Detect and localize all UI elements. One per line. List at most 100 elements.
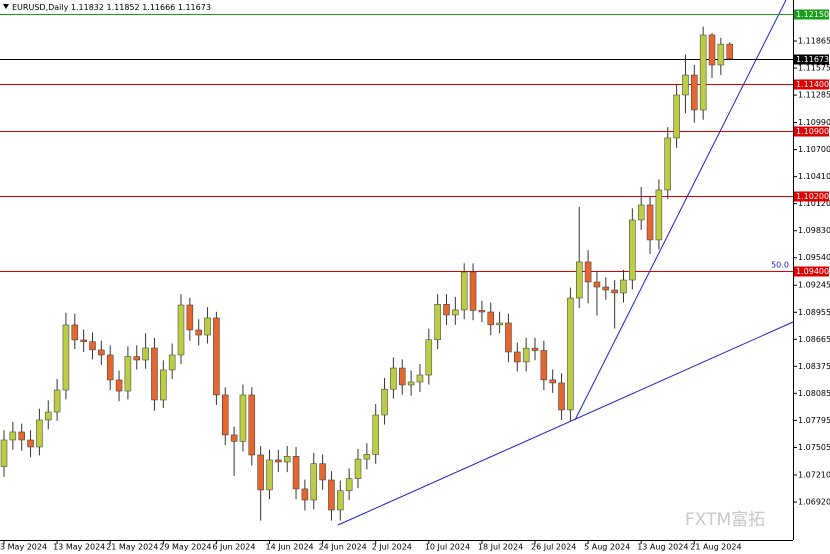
levels <box>0 14 793 272</box>
candle-body <box>637 204 645 221</box>
y-tick-label: 1.07795 <box>798 416 830 425</box>
candle-body <box>496 322 503 326</box>
candle-body <box>664 137 671 191</box>
candle-body <box>354 458 362 479</box>
level-label-box <box>794 191 829 202</box>
x-tick-label: 24 Jun 2024 <box>319 543 367 552</box>
candle-body <box>222 394 229 436</box>
candle-body <box>655 189 663 241</box>
candle-body <box>257 454 264 491</box>
level-label: 1.10900 <box>796 127 829 136</box>
candle-body <box>168 354 176 371</box>
candle-body <box>230 434 238 442</box>
candle-body <box>124 356 132 392</box>
x-tick-label: 26 Jul 2024 <box>531 543 576 552</box>
candle-body <box>186 304 194 331</box>
candle-body <box>36 419 43 448</box>
candle-body <box>239 394 247 442</box>
header: EURUSD,Daily 1.11832 1.11852 1.11666 1.1… <box>12 3 211 12</box>
candle-body <box>248 394 256 456</box>
candle-body <box>177 304 185 356</box>
candle-body <box>611 289 618 294</box>
x-tick-label: 29 May 2024 <box>159 543 211 552</box>
candle-body <box>505 322 512 353</box>
candle-body <box>434 304 441 341</box>
level-label: 1.10200 <box>796 192 829 201</box>
fib-annotation: 50.0 <box>771 261 789 270</box>
candle-body <box>567 297 574 411</box>
x-tick-label: 13 Aug 2024 <box>637 543 688 552</box>
candle-body <box>106 354 114 381</box>
candle-body <box>328 479 335 511</box>
candle-body <box>345 478 353 492</box>
y-tick-label: 1.09540 <box>798 253 830 262</box>
candle-body <box>115 379 123 392</box>
y-tick-label: 1.08085 <box>798 389 830 398</box>
candle-body <box>381 388 388 416</box>
level-label-box <box>794 126 829 137</box>
candle-body <box>646 204 654 241</box>
y-tick-label: 1.08375 <box>798 362 830 371</box>
candle-body <box>602 286 610 291</box>
x-tick-label: 5 Aug 2024 <box>584 543 630 552</box>
candle-body <box>9 431 17 441</box>
current-price-box <box>794 54 829 65</box>
candle-body <box>620 279 627 294</box>
x-tick-label: 10 Jul 2024 <box>425 543 470 552</box>
candle-body <box>593 281 601 288</box>
x-tick-label: 3 May 2024 <box>0 543 47 552</box>
candle-body <box>549 379 556 384</box>
candle-body <box>160 369 167 401</box>
level-label: 1.12150 <box>796 10 829 19</box>
candle-body <box>142 347 149 361</box>
watermark: FXTM富拓 <box>685 510 765 530</box>
candle-body <box>213 317 220 396</box>
y-tick-label: 1.10990 <box>798 118 830 127</box>
candle-body <box>310 463 317 501</box>
candle-body <box>682 74 689 96</box>
candle-body <box>337 490 344 511</box>
high-value: 1.11852 <box>107 3 140 12</box>
candle-body <box>443 304 450 316</box>
candle-body <box>460 271 468 311</box>
candle-body <box>691 74 698 111</box>
candle-body <box>407 381 415 386</box>
trend-line <box>337 321 794 526</box>
candle-body <box>319 463 326 481</box>
y-tick-label: 1.11865 <box>798 37 830 46</box>
candle-body <box>133 356 140 361</box>
candle-body <box>195 329 202 336</box>
candle-body <box>71 324 79 341</box>
x-tick-label: 21 Aug 2024 <box>690 543 741 552</box>
candle-body <box>98 349 105 356</box>
candle-body <box>558 382 565 411</box>
candle-body <box>266 459 273 491</box>
candle-body <box>576 261 583 299</box>
candle-body <box>151 347 158 401</box>
y-tick-label: 1.11285 <box>798 91 830 100</box>
level-label-box <box>794 266 829 277</box>
y-tick-label: 1.07210 <box>798 470 830 479</box>
x-tick-label: 14 Jun 2024 <box>266 543 314 552</box>
candle-body <box>18 431 25 441</box>
candle-body <box>27 439 34 448</box>
candle-body <box>301 488 309 501</box>
y-tick-label: 1.11575 <box>798 64 830 73</box>
candle-body <box>673 94 680 139</box>
candle-body <box>584 261 592 283</box>
candle-body <box>540 350 548 381</box>
candle-body <box>80 339 87 342</box>
candle-body <box>416 374 424 383</box>
level-label-box <box>794 79 829 90</box>
candle-body <box>708 34 716 66</box>
y-tick-label: 1.10700 <box>798 145 830 154</box>
candle-body <box>62 324 70 391</box>
candle-body <box>629 219 636 281</box>
candle-body <box>469 271 477 311</box>
y-tick-label: 1.08665 <box>798 335 830 344</box>
candle-body <box>514 351 521 363</box>
current-price-label: 1.11673 <box>796 55 829 64</box>
candle-body <box>522 347 530 363</box>
candle-body <box>487 311 494 326</box>
candle-body <box>363 454 371 460</box>
